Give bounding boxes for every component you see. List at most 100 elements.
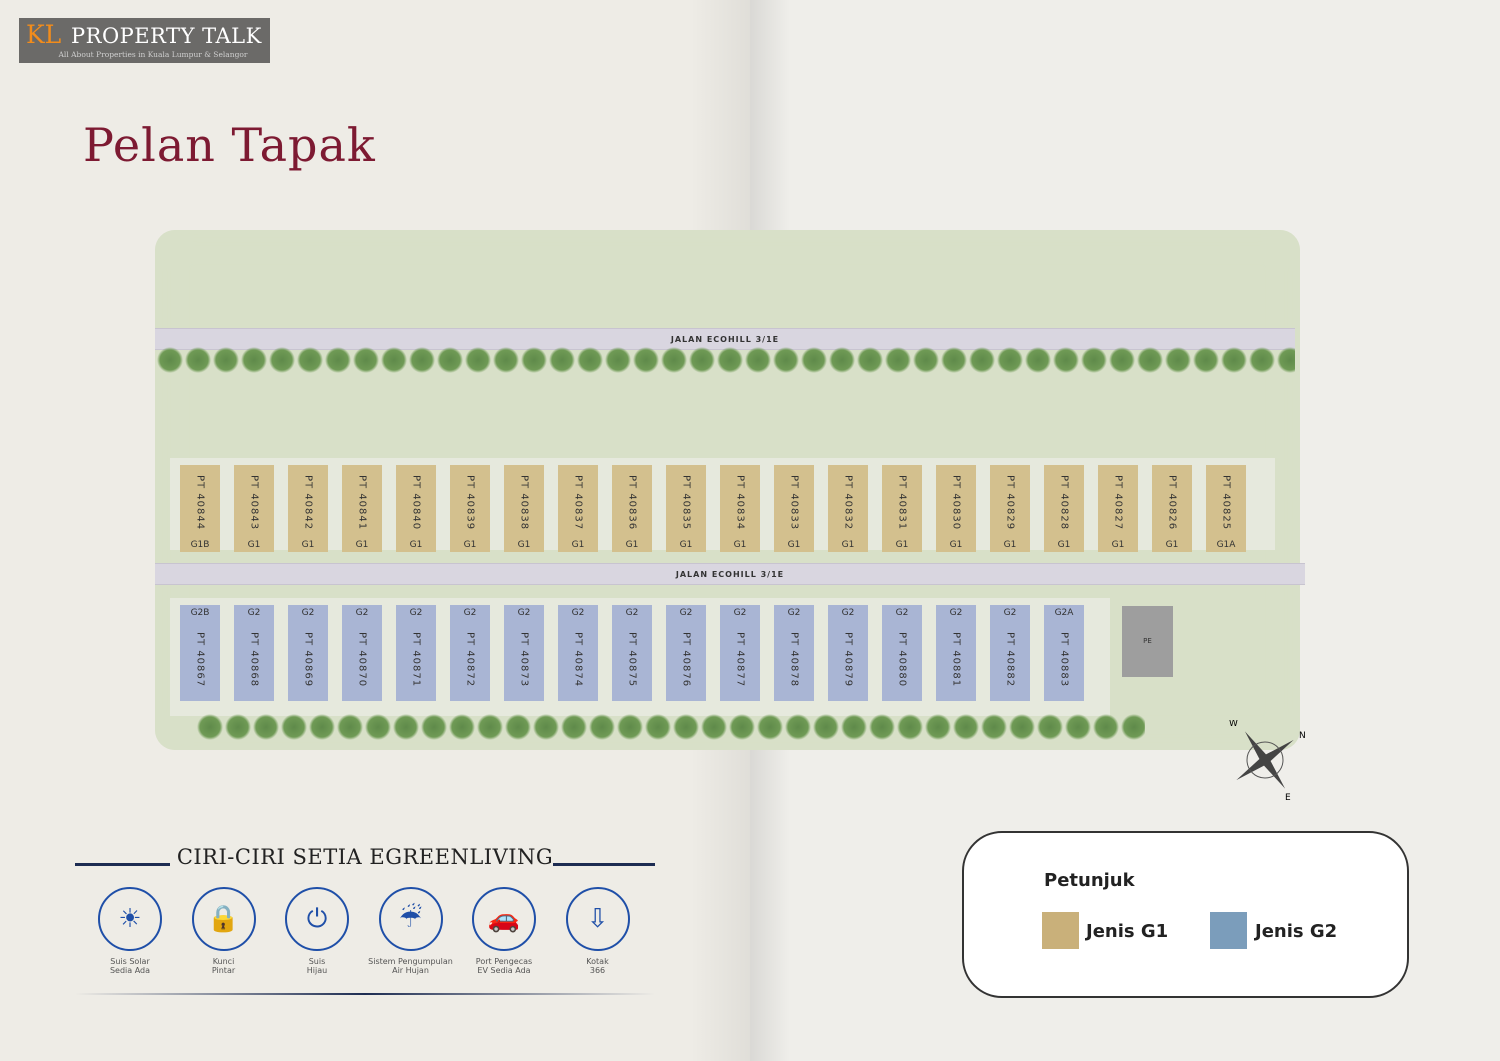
divider <box>553 863 655 866</box>
compass-n: N <box>1299 731 1305 741</box>
features-title: CIRI-CIRI SETIA EGREENLIVING <box>176 845 554 869</box>
unit-pt-40835: PT 40835 G1 <box>666 465 706 552</box>
legend-label-g2: Jenis G2 <box>1255 921 1338 942</box>
legend-title: Petunjuk <box>1044 870 1135 891</box>
lot-number: PT 40868 <box>248 632 260 688</box>
unit-type: G1 <box>895 540 909 550</box>
unit-type: G2 <box>949 608 963 618</box>
unit-type: G1 <box>625 540 639 550</box>
unit-pt-40867: G2B PT 40867 <box>180 605 220 701</box>
unit-type: G1 <box>301 540 315 550</box>
unit-pt-40881: G2 PT 40881 <box>936 605 976 701</box>
unit-pt-40832: PT 40832 G1 <box>828 465 868 552</box>
lot-number: PT 40827 <box>1112 475 1124 531</box>
lot-number: PT 40828 <box>1058 475 1070 531</box>
lot-number: PT 40883 <box>1058 632 1070 688</box>
divider <box>75 863 170 866</box>
rainwater-icon: ☔ <box>378 887 443 951</box>
kl-property-talk-logo: KL PROPERTY TALK All About Properties in… <box>19 18 270 63</box>
lot-number: PT 40878 <box>788 632 800 688</box>
lot-number: PT 40874 <box>572 632 584 688</box>
unit-pt-40834: PT 40834 G1 <box>720 465 760 552</box>
unit-type: G1 <box>841 540 855 550</box>
unit-pt-40829: PT 40829 G1 <box>990 465 1030 552</box>
unit-type: G2 <box>733 608 747 618</box>
lot-number: PT 40830 <box>950 475 962 531</box>
unit-type: G1 <box>733 540 747 550</box>
compass-w: W <box>1229 720 1238 729</box>
lot-number: PT 40841 <box>356 475 368 531</box>
unit-pt-40828: PT 40828 G1 <box>1044 465 1084 552</box>
unit-type: G1 <box>1165 540 1179 550</box>
lot-number: PT 40869 <box>302 632 314 688</box>
tree-line-north <box>155 345 1295 375</box>
unit-pt-40836: PT 40836 G1 <box>612 465 652 552</box>
feature-label: Kunci <box>212 957 235 966</box>
legend: Petunjuk Jenis G1 Jenis G2 <box>962 831 1409 998</box>
unit-type: G2 <box>301 608 315 618</box>
road-middle: JALAN ECOHILL 3/1E <box>155 563 1305 585</box>
site-plan: JALAN ECOHILL 3/1E JALAN ECOHILL 3/1E PE… <box>155 230 1305 750</box>
legend-label-g1: Jenis G1 <box>1086 921 1169 942</box>
lot-number: PT 40840 <box>410 475 422 531</box>
feature-label: Sistem Pengumpulan <box>368 957 453 966</box>
feature-rainwater: ☔ Sistem Pengumpulan Air Hujan <box>366 887 456 975</box>
unit-type: G1 <box>1111 540 1125 550</box>
lot-number: PT 40882 <box>1004 632 1016 688</box>
green-switch-icon: ⏻ <box>285 887 349 951</box>
unit-pt-40882: G2 PT 40882 <box>990 605 1030 701</box>
lot-number: PT 40881 <box>950 632 962 688</box>
unit-type: G1B <box>190 540 210 550</box>
lot-number: PT 40835 <box>680 475 692 531</box>
unit-pt-40839: PT 40839 G1 <box>450 465 490 552</box>
feature-label: Suis Solar <box>110 957 150 966</box>
unit-type: G2B <box>190 608 210 618</box>
lot-number: PT 40831 <box>896 475 908 531</box>
tree-line-south <box>195 712 1145 742</box>
legend-swatch-g2 <box>1210 912 1247 949</box>
unit-type: G2 <box>517 608 531 618</box>
icon-glyph: 🔒 <box>207 904 240 934</box>
lot-number: PT 40832 <box>842 475 854 531</box>
unit-pt-40871: G2 PT 40871 <box>396 605 436 701</box>
feature-label: Port Pengecas <box>475 957 533 966</box>
compass-icon: N E S W <box>1229 720 1305 800</box>
unit-pt-40842: PT 40842 G1 <box>288 465 328 552</box>
feature-label: EV Sedia Ada <box>477 966 531 975</box>
legend-swatch-g1 <box>1042 912 1079 949</box>
unit-type: G2 <box>355 608 369 618</box>
unit-pt-40840: PT 40840 G1 <box>396 465 436 552</box>
feature-label: Pintar <box>211 966 236 975</box>
feature-label: Air Hujan <box>392 966 429 975</box>
unit-type: G1 <box>679 540 693 550</box>
unit-pt-40825: PT 40825 G1A <box>1206 465 1246 552</box>
pe-substation: PE <box>1122 606 1173 677</box>
unit-type: G1 <box>1057 540 1071 550</box>
unit-pt-40870: G2 PT 40870 <box>342 605 382 701</box>
unit-type: G2 <box>463 608 477 618</box>
unit-type: G2 <box>841 608 855 618</box>
feature-ev-charger: 🚗 Port Pengecas EV Sedia Ada <box>459 887 549 975</box>
smart-lock-icon: 🔒 <box>191 887 256 951</box>
feature-label: Sedia Ada <box>109 966 151 975</box>
unit-type: G2 <box>247 608 261 618</box>
lot-number: PT 40834 <box>734 475 746 531</box>
unit-type: G1 <box>1003 540 1017 550</box>
lot-number: PT 40876 <box>680 632 692 688</box>
icon-glyph: ☔ <box>398 904 423 934</box>
unit-type: G1A <box>1216 540 1236 550</box>
unit-pt-40837: PT 40837 G1 <box>558 465 598 552</box>
feature-label: Hijau <box>306 966 328 975</box>
feature-parcel-box: ⇩ Kotak 366 <box>553 887 643 975</box>
feature-label: 366 <box>589 966 606 975</box>
lot-number: PT 40879 <box>842 632 854 688</box>
lot-number: PT 40877 <box>734 632 746 688</box>
page-title: Pelan Tapak <box>83 118 376 172</box>
logo-tagline: All About Properties in Kuala Lumpur & S… <box>58 50 248 59</box>
lot-number: PT 40843 <box>248 475 260 531</box>
lot-number: PT 40825 <box>1220 475 1232 531</box>
compass-e: E <box>1285 793 1291 800</box>
lot-number: PT 40872 <box>464 632 476 688</box>
unit-type: G1 <box>949 540 963 550</box>
unit-type: G1 <box>517 540 531 550</box>
